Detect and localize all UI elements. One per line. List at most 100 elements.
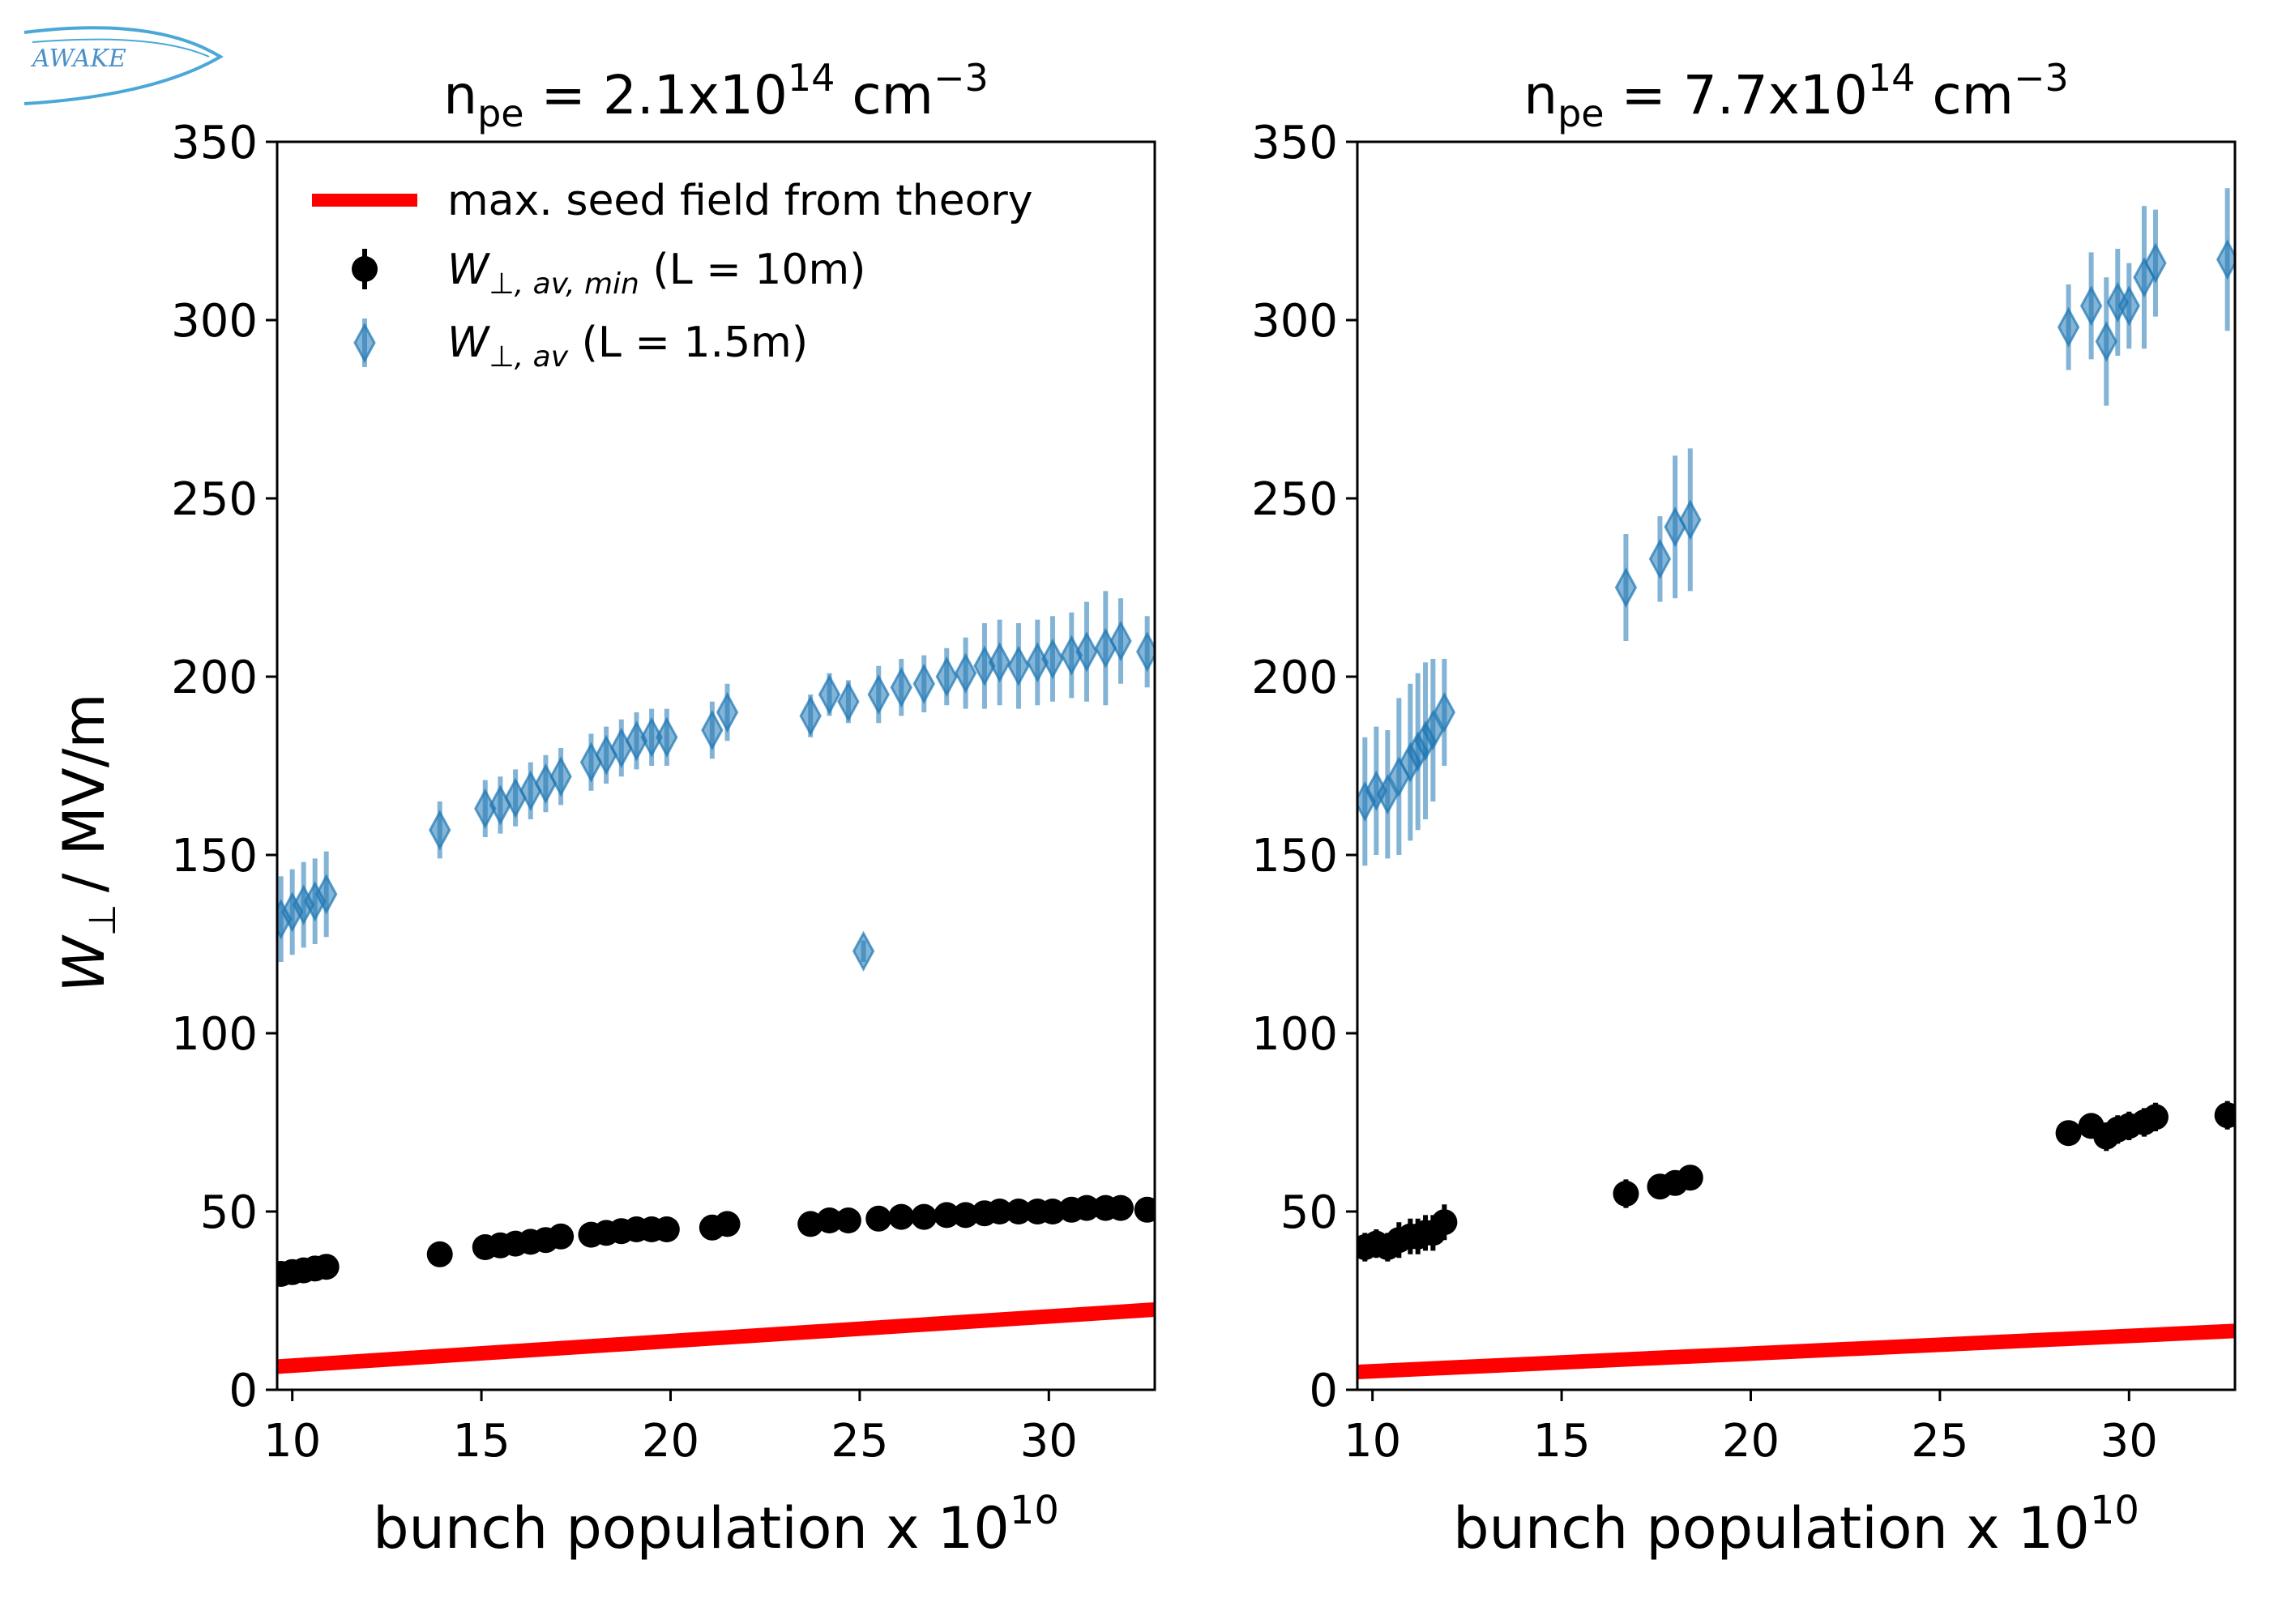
- y-tick-label: 150: [171, 830, 258, 883]
- data-point: [314, 874, 338, 915]
- data-point: [549, 756, 572, 797]
- plot-frame: [1356, 140, 2237, 1391]
- y-tick-label: 350: [171, 117, 258, 169]
- theory-line: [277, 1302, 1155, 1374]
- y-axis-label: W⊥/ MV/m: [51, 693, 124, 992]
- x-axis-label: bunch population x 1010: [1453, 1488, 2139, 1562]
- data-point: [2117, 285, 2140, 327]
- x-tick-label: 25: [831, 1415, 888, 1468]
- data-point: [852, 930, 875, 972]
- data-point: [816, 1207, 843, 1233]
- data-point: [504, 777, 527, 818]
- data-point: [1677, 1165, 1703, 1191]
- y-tick-label: 50: [200, 1186, 258, 1239]
- x-tick-label: 20: [642, 1415, 699, 1468]
- data-point: [912, 663, 935, 704]
- data-point: [1005, 1199, 1032, 1224]
- data-point: [799, 695, 822, 737]
- y-tick-label: 150: [1251, 830, 1338, 883]
- plot-frame: [276, 140, 1156, 1391]
- data-point: [429, 810, 451, 851]
- data-point: [656, 716, 678, 758]
- data-point: [1007, 645, 1030, 686]
- panel-title: npe = 2.1x1014 cm−3: [443, 56, 989, 135]
- data-point: [534, 763, 558, 805]
- awake-logo: AWAKE: [24, 26, 224, 105]
- data-point: [890, 667, 912, 708]
- y-tick-label: 300: [1251, 295, 1338, 348]
- data-point: [954, 652, 977, 694]
- data-point: [2095, 321, 2117, 362]
- x-tick-label: 15: [1532, 1415, 1590, 1468]
- data-point: [1613, 1181, 1639, 1207]
- data-point: [911, 1203, 938, 1230]
- data-point: [426, 1241, 453, 1267]
- legend-theory-label: max. seed field from theory: [447, 177, 1033, 225]
- data-point: [952, 1202, 979, 1229]
- series-w-av-min: [1357, 1100, 2235, 1262]
- data-point: [2055, 1120, 2082, 1147]
- legend-min-label: W⊥, av, min (L = 10m): [447, 246, 865, 301]
- x-tick-label: 15: [452, 1415, 510, 1468]
- data-point: [2214, 1102, 2235, 1129]
- series-w-av: [1357, 188, 2235, 866]
- logo-text: AWAKE: [30, 45, 126, 73]
- y-tick-label: 0: [1309, 1365, 1338, 1417]
- data-point: [1648, 538, 1672, 579]
- y-tick-label: 350: [1251, 117, 1338, 169]
- y-tick-label: 0: [229, 1365, 258, 1417]
- data-point: [2144, 242, 2167, 284]
- data-point: [835, 1207, 861, 1233]
- series-w-av: [277, 591, 1155, 972]
- legend-av-label: W⊥, av (L = 1.5m): [447, 318, 808, 374]
- data-point: [610, 727, 633, 769]
- data-point: [1107, 1194, 1134, 1221]
- x-tick-label: 20: [1722, 1415, 1780, 1468]
- data-point: [1421, 709, 1445, 751]
- y-tick-label: 100: [1251, 1008, 1338, 1061]
- data-point: [579, 741, 603, 783]
- data-point: [837, 681, 860, 722]
- data-point: [1376, 774, 1399, 815]
- data-point: [313, 1254, 340, 1280]
- legend: max. seed field from theory W⊥, av, min (…: [312, 177, 1033, 374]
- data-point: [1039, 1199, 1066, 1224]
- data-point: [2057, 306, 2080, 348]
- x-tick-label: 30: [1020, 1415, 1078, 1468]
- y-tick-label: 250: [1251, 473, 1338, 526]
- data-point: [1134, 1196, 1155, 1223]
- data-point: [714, 1211, 741, 1237]
- plot-area: [1357, 188, 2235, 1379]
- data-point: [867, 673, 890, 716]
- data-point: [888, 1203, 915, 1230]
- y-tick-label: 200: [171, 652, 258, 704]
- data-point: [1094, 627, 1117, 669]
- data-point: [1431, 1209, 1458, 1236]
- x-tick-label: 10: [263, 1415, 321, 1468]
- plot-area: [277, 591, 1155, 1374]
- data-point: [716, 691, 739, 733]
- data-point: [701, 709, 724, 751]
- legend-av-marker: [353, 322, 376, 364]
- data-point: [2142, 1104, 2169, 1130]
- panel-title: npe = 7.7x1014 cm−3: [1523, 56, 2069, 135]
- data-point: [548, 1223, 575, 1250]
- data-point: [640, 716, 663, 758]
- data-point: [2079, 285, 2103, 327]
- legend-min-marker: [352, 256, 378, 282]
- data-point: [1614, 566, 1638, 609]
- data-point: [935, 656, 958, 698]
- data-point: [1679, 499, 1702, 541]
- data-point: [1073, 1194, 1100, 1221]
- data-point: [595, 734, 617, 776]
- y-tick-label: 50: [1280, 1186, 1338, 1239]
- data-point: [489, 784, 512, 826]
- x-tick-label: 10: [1344, 1415, 1401, 1468]
- x-axis-label: bunch population x 1010: [373, 1488, 1059, 1562]
- data-point: [865, 1205, 892, 1232]
- data-point: [1433, 691, 1456, 733]
